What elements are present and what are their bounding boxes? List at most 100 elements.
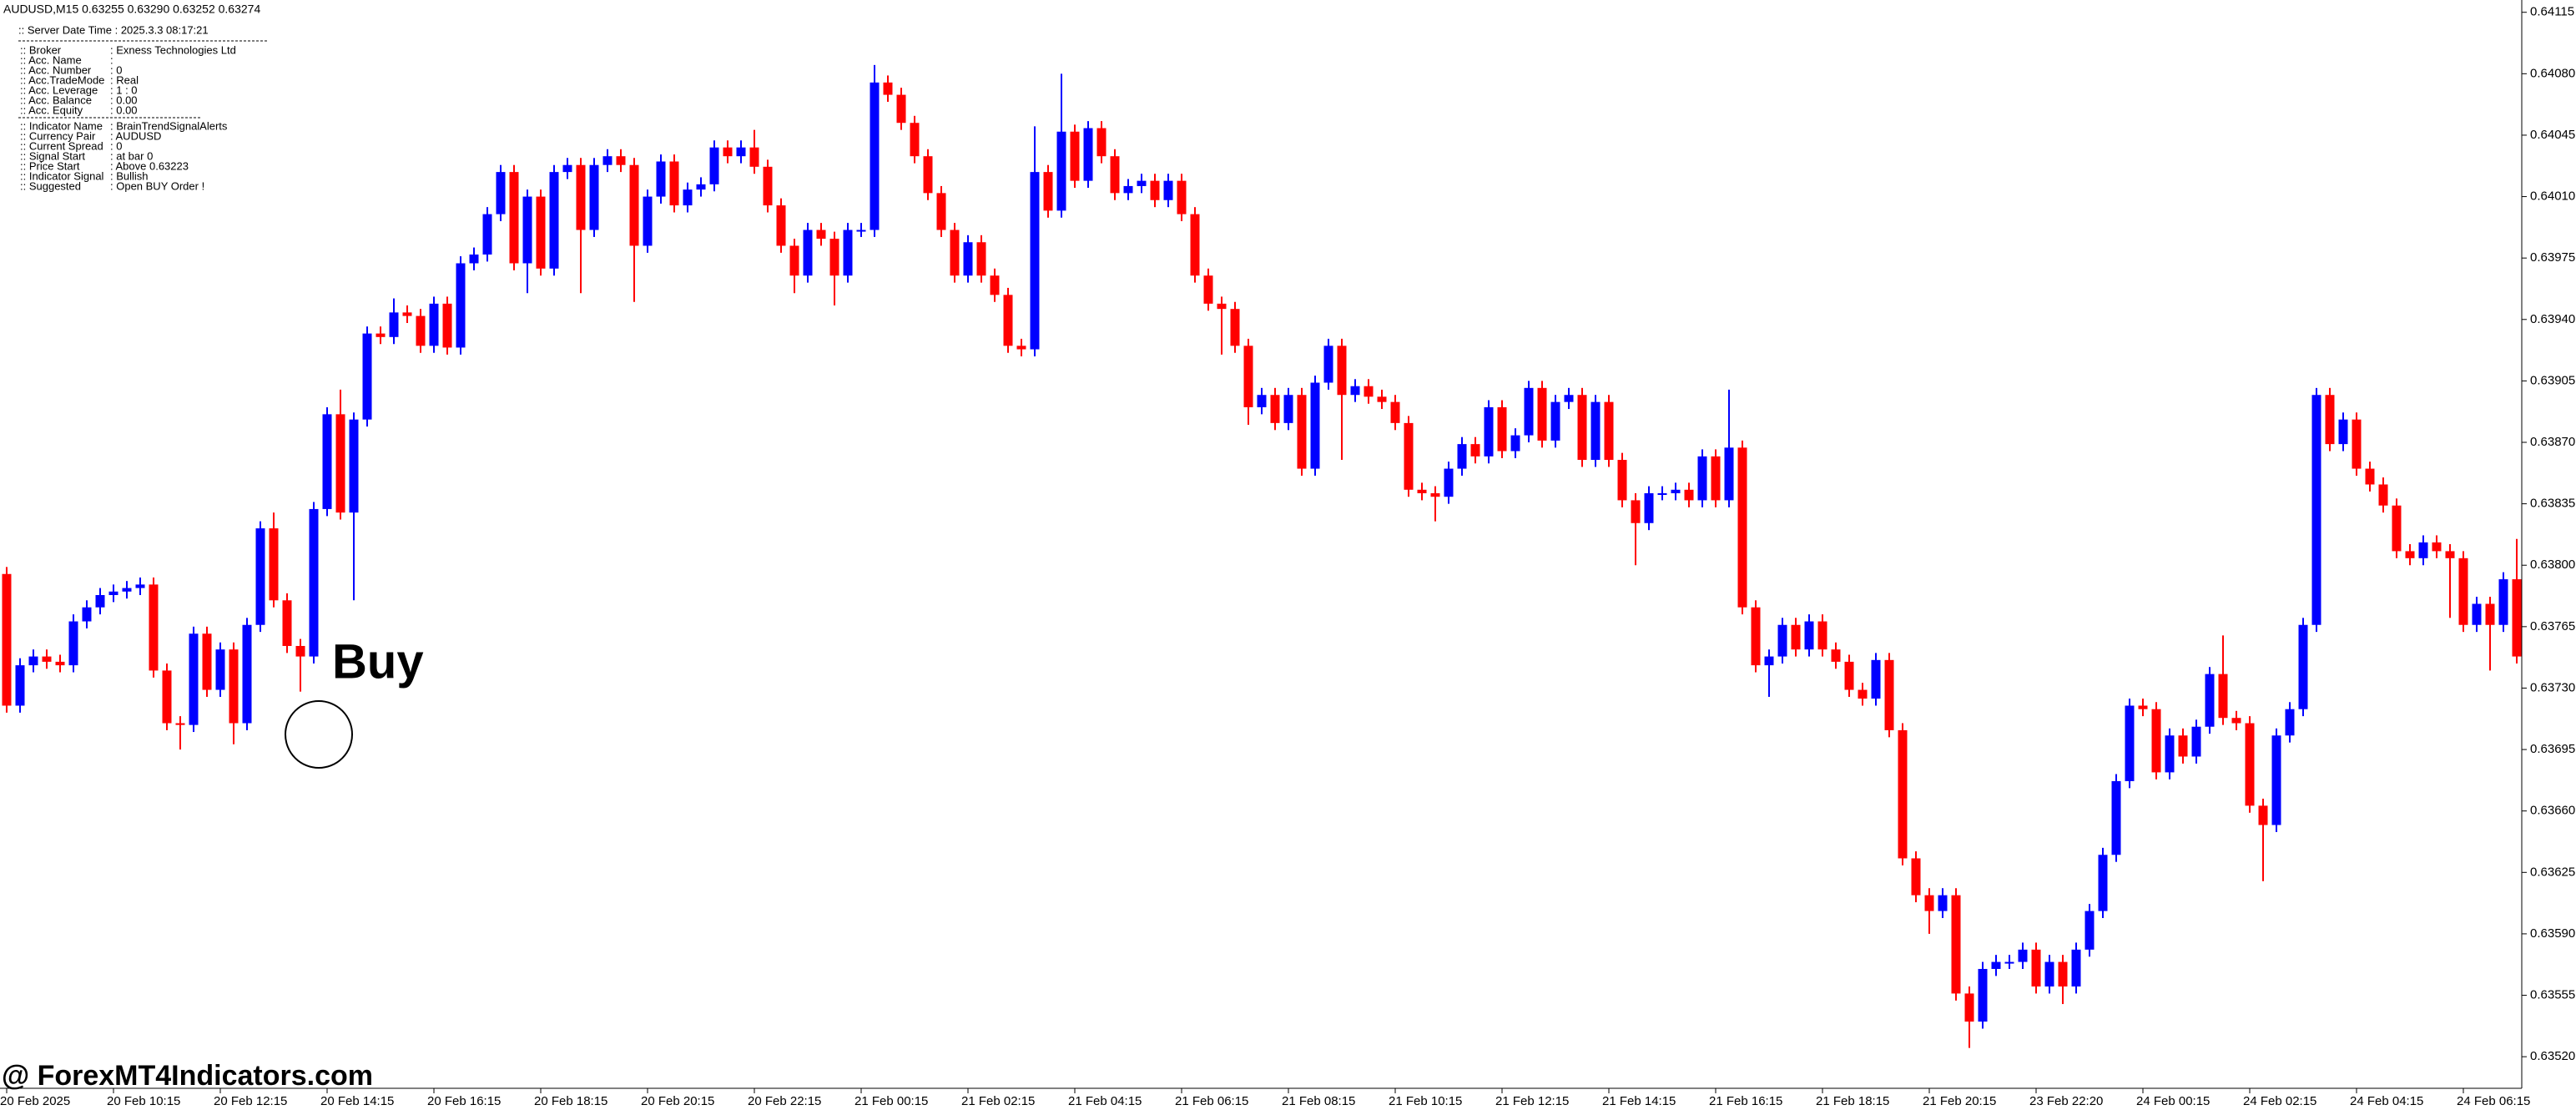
candle-body [536, 196, 546, 269]
y-tick-label: 0.63905 [2530, 373, 2575, 387]
x-tick-label: 24 Feb 04:15 [2350, 1094, 2423, 1108]
candle-body [1070, 131, 1080, 181]
annotation: Buy [332, 634, 424, 689]
candle-body [1096, 128, 1107, 157]
y-tick-label: 0.63520 [2530, 1049, 2575, 1063]
candle-body [1791, 624, 1801, 650]
y-tick-label: 0.63800 [2530, 558, 2575, 572]
info-label: :: Price Start [20, 160, 80, 173]
x-tick-label: 21 Feb 14:15 [1602, 1094, 1676, 1108]
info-label: :: Acc. Number [20, 63, 92, 76]
candle-body [1844, 661, 1854, 690]
x-tick-label: 20 Feb 18:15 [534, 1094, 607, 1108]
candle-body [1550, 401, 1560, 441]
candle-body [2512, 579, 2522, 657]
candle-body [1190, 214, 1200, 276]
candle-body [749, 147, 759, 167]
candle-body [1537, 387, 1547, 441]
candle-body [1590, 401, 1601, 461]
candle-body [82, 607, 92, 622]
candle-body [1604, 401, 1614, 461]
candle-body [990, 275, 1000, 295]
candle-body [1657, 493, 1667, 496]
y-tick-label: 0.63975 [2530, 250, 2575, 265]
candle-body [829, 239, 839, 276]
candle-body [2031, 949, 2041, 987]
x-tick-label: 21 Feb 20:15 [1923, 1094, 1996, 1108]
candle-body [1644, 493, 1654, 523]
y-tick-label: 0.64115 [2530, 5, 2574, 19]
y-tick-label: 0.63555 [2530, 987, 2575, 1002]
candle-body [776, 205, 786, 246]
candle-body [1817, 621, 1827, 650]
info-label: :: Acc. Name [20, 53, 82, 66]
candle-body [1751, 607, 1761, 666]
candle-body [1764, 656, 1774, 666]
candle-body [2285, 709, 2295, 736]
candle-body [376, 333, 386, 337]
candle-body [2325, 395, 2335, 445]
info-label: :: Current Spread [20, 140, 103, 153]
candle-body [362, 333, 372, 420]
x-tick-label: 21 Feb 08:15 [1282, 1094, 1355, 1108]
candle-body [429, 303, 439, 346]
candle-body [189, 633, 199, 725]
candle-body [576, 164, 586, 230]
candle-body [1978, 968, 1988, 1022]
candle-body [1003, 295, 1013, 346]
info-value: : 0 [110, 140, 122, 153]
x-tick-label: 20 Feb 2025 [0, 1094, 70, 1108]
candle-body [1497, 406, 1507, 452]
candle-body [2, 573, 12, 706]
candle-body [162, 670, 172, 724]
y-tick-label: 0.63730 [2530, 680, 2575, 694]
candle-body [1283, 395, 1293, 423]
candle-body [269, 528, 279, 601]
candle-body [1337, 346, 1347, 396]
candle-body [616, 156, 626, 165]
candle-body [175, 723, 185, 725]
candle-body [1444, 468, 1454, 497]
candle-body [1404, 422, 1414, 490]
info-value: : 0.00 [110, 103, 138, 116]
candle-body [2098, 855, 2108, 911]
x-tick-label: 21 Feb 00:15 [854, 1094, 928, 1108]
candle-body [322, 414, 332, 509]
candle-body [1150, 180, 1160, 200]
candle-body [1137, 180, 1147, 186]
info-value: : Exness Technologies Ltd [110, 43, 236, 56]
candle-body [2138, 705, 2148, 709]
candle-body [349, 419, 359, 513]
candle-body [496, 172, 506, 214]
candle-body [669, 161, 679, 206]
candle-body [1110, 156, 1120, 194]
y-tick-label: 0.63835 [2530, 497, 2575, 511]
candle-body [963, 242, 973, 276]
candle-body [1564, 395, 1574, 402]
candle-body [255, 528, 265, 625]
candle-body [562, 164, 572, 173]
candle-body [522, 196, 532, 264]
x-tick-label: 21 Feb 16:15 [1709, 1094, 1782, 1108]
candle-body [1470, 444, 1480, 457]
candle-body [122, 588, 132, 592]
y-tick-label: 0.63625 [2530, 865, 2575, 879]
candle-body [456, 263, 466, 348]
info-value: : AUDUSD [110, 130, 161, 143]
candle-body [2111, 780, 2121, 855]
candle-body [1938, 895, 1948, 911]
candle-body [2125, 705, 2135, 781]
candle-body [1270, 395, 1280, 423]
candle-body [2458, 558, 2468, 625]
candle-body [135, 584, 145, 588]
candle-body [2071, 949, 2081, 987]
candle-body [1858, 689, 1868, 699]
candle-body [215, 649, 225, 690]
candle-body [789, 245, 799, 276]
candle-body [1430, 493, 1440, 497]
info-value: : at bar 0 [110, 150, 153, 163]
candle-body [55, 661, 65, 666]
candle-body [1350, 386, 1360, 396]
candle-body [549, 172, 559, 269]
candle-body [1030, 172, 1040, 350]
